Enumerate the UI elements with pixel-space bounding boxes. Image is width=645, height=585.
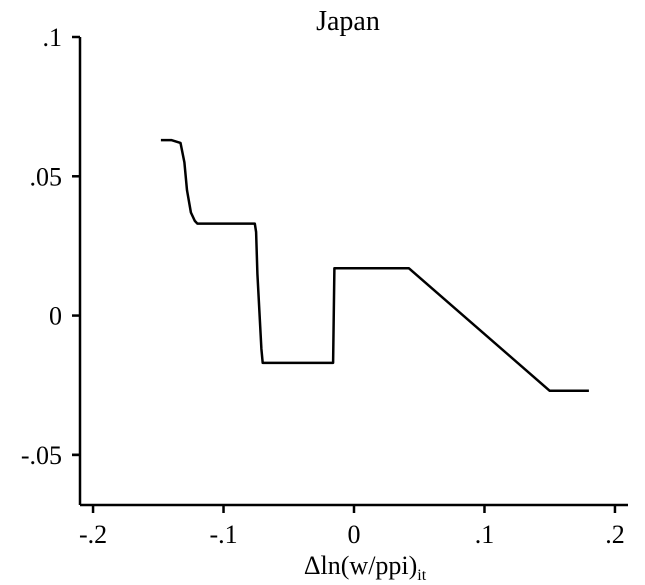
x-tick-label: -.1 (209, 520, 237, 549)
x-tick-label: .1 (475, 520, 495, 549)
chart-title: Japan (316, 6, 380, 37)
x-tick-label: 0 (348, 520, 361, 549)
series-line (160, 138, 589, 393)
x-axis-label-subscript: it (417, 567, 426, 584)
y-tick-label: .1 (43, 23, 63, 52)
y-tick-label: 0 (49, 302, 62, 331)
x-axis-label: Δln(w/ppi)it (304, 551, 427, 584)
x-axis-label-main: Δln(w/ppi) (304, 551, 417, 580)
axes (78, 37, 628, 507)
y-tick-label: .05 (30, 162, 63, 191)
series-group (160, 138, 589, 393)
x-tick-label: -.2 (79, 520, 107, 549)
x-tick-label: .2 (605, 520, 625, 549)
y-tick-label: -.05 (21, 441, 62, 470)
axis-ticks: .1 .05 0 -.05 -.2 -.1 0 .1 .2 (21, 23, 625, 549)
